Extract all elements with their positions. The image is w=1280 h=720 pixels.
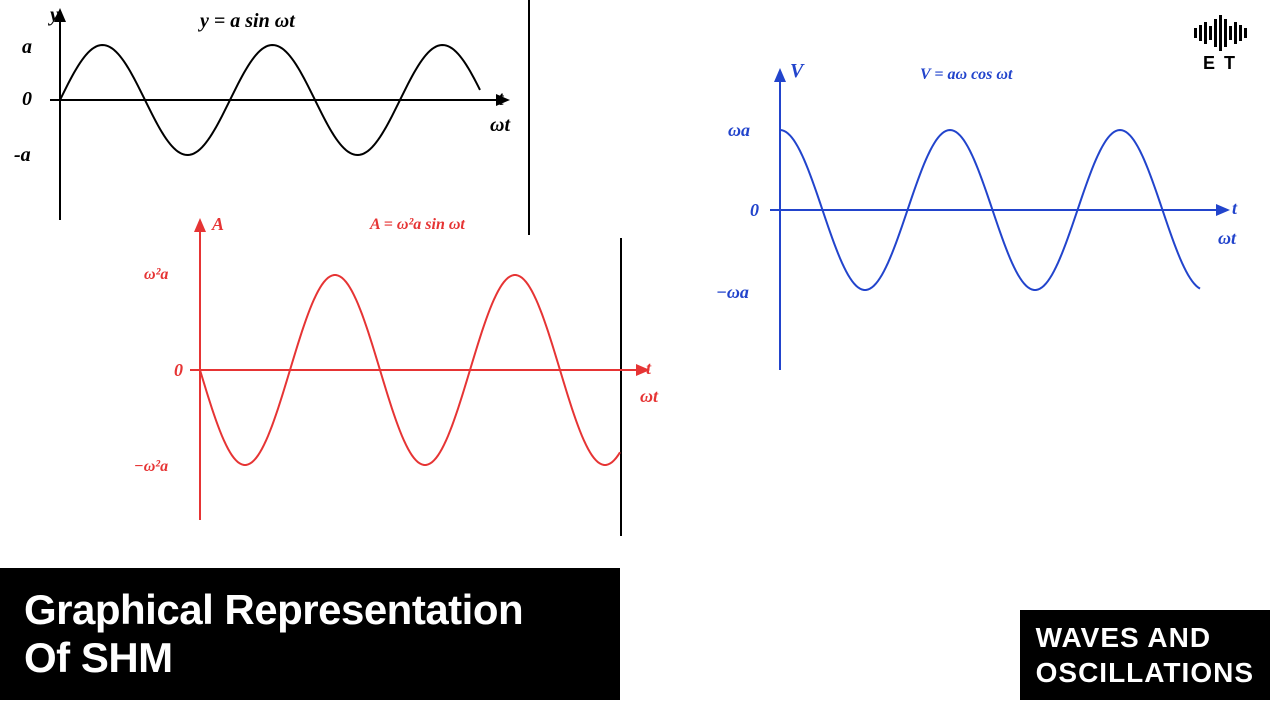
displacement-y-label: y	[50, 4, 59, 27]
velocity-top-label: ωa	[728, 120, 750, 141]
displacement-neg-a-label: -a	[14, 144, 31, 167]
displacement-wt-label: ωt	[490, 114, 510, 137]
velocity-t-label: t	[1232, 198, 1237, 219]
velocity-y-label: V	[790, 60, 803, 83]
title-box: Graphical Representation Of SHM	[0, 568, 620, 700]
acceleration-top-label: ω²a	[144, 266, 168, 284]
logo-text: E T	[1185, 53, 1255, 74]
displacement-equation: y = a sin ωt	[200, 10, 295, 33]
displacement-a-label: a	[22, 36, 32, 59]
logo: E T	[1185, 15, 1255, 74]
velocity-chart: V = aω cos ωt V ωa 0 −ωa t ωt	[710, 60, 1270, 390]
title-line2: Of SHM	[24, 634, 596, 682]
acceleration-zero-label: 0	[174, 360, 183, 381]
subtitle-line1: WAVES AND	[1036, 620, 1254, 655]
velocity-equation: V = aω cos ωt	[920, 66, 1012, 84]
acceleration-svg	[130, 210, 690, 540]
title-line1: Graphical Representation	[24, 586, 596, 634]
logo-bars-icon	[1185, 15, 1255, 51]
displacement-svg	[0, 0, 528, 240]
displacement-chart: y = a sin ωt y a 0 -a t ωt	[0, 0, 528, 240]
velocity-bottom-label: −ωa	[716, 282, 749, 303]
acceleration-wt-label: ωt	[640, 386, 658, 407]
velocity-wt-label: ωt	[1218, 228, 1236, 249]
acceleration-bottom-label: −ω²a	[134, 458, 168, 476]
subtitle-line2: OSCILLATIONS	[1036, 655, 1254, 690]
acceleration-t-label: t	[646, 358, 651, 379]
acceleration-equation: A = ω²a sin ωt	[370, 216, 465, 234]
subtitle-box: WAVES AND OSCILLATIONS	[1020, 610, 1270, 700]
acceleration-chart: A = ω²a sin ωt A ω²a 0 −ω²a t ωt	[130, 210, 690, 540]
divider-top	[528, 0, 530, 235]
displacement-t-label: t	[498, 88, 504, 111]
velocity-zero-label: 0	[750, 200, 759, 221]
velocity-svg	[710, 60, 1270, 390]
displacement-zero-label: 0	[22, 88, 32, 111]
acceleration-y-label: A	[212, 214, 224, 235]
